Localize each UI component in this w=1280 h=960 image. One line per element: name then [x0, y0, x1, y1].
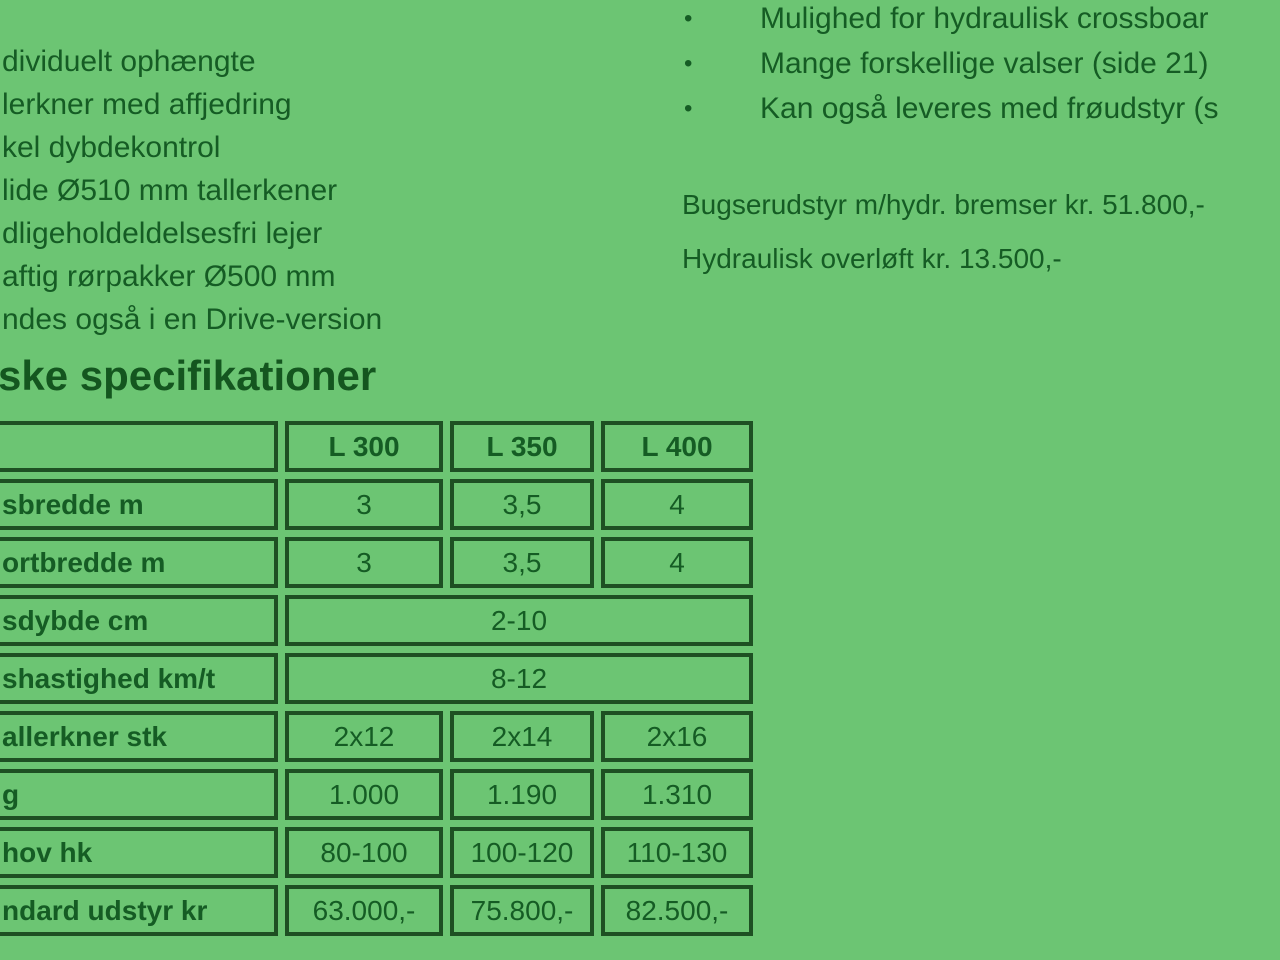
feature-item: lerkner med affjedring: [2, 88, 292, 121]
bullet-icon: •: [684, 94, 693, 122]
table-cell: 2x14: [450, 711, 594, 762]
table-header-l400: L 400: [601, 421, 753, 472]
feature-item-label: Mulighed for hydraulisk crossboar: [760, 1, 1209, 35]
feature-list-left: dividuelt ophængte lerkner med affjedrin…: [2, 40, 382, 341]
table-cell-merged: 8-12: [285, 653, 753, 704]
table-row-label: allerkner stk: [0, 711, 278, 762]
table-cell: 75.800,-: [450, 885, 594, 936]
pricing-line: Bugserudstyr m/hydr. bremser kr. 51.800,…: [682, 189, 1205, 220]
table-cell: 2x12: [285, 711, 443, 762]
table-cell: 3,5: [450, 479, 594, 530]
feature-item: • Mange forskellige valser (side 21): [684, 41, 1219, 86]
feature-item: • Mulighed for hydraulisk crossboar: [684, 0, 1219, 41]
feature-item: aftig rørpakker Ø500 mm: [2, 260, 336, 293]
feature-item: • Kan også leveres med frøudstyr (s: [684, 86, 1219, 131]
pricing-line: Hydraulisk overløft kr. 13.500,-: [682, 243, 1062, 274]
table-cell: 1.310: [601, 769, 753, 820]
pricing-block: Bugserudstyr m/hydr. bremser kr. 51.800,…: [682, 178, 1205, 286]
table-cell: 63.000,-: [285, 885, 443, 936]
table-row-label: ndard udstyr kr: [0, 885, 278, 936]
table-cell: 100-120: [450, 827, 594, 878]
bullet-icon: •: [684, 4, 693, 32]
table-header-empty: [0, 421, 278, 472]
feature-item: dligeholdeldelsesfri lejer: [2, 217, 323, 250]
specs-heading: ske specifikationer: [0, 352, 377, 399]
table-row-label: g: [0, 769, 278, 820]
feature-item: ndes også i en Drive-version: [2, 303, 383, 336]
specs-table: L 300 L 350 L 400 sbredde m 3 3,5 4 ortb…: [0, 421, 753, 936]
table-cell: 4: [601, 479, 753, 530]
feature-item-label: Mange forskellige valser (side 21): [760, 46, 1209, 80]
feature-list-right: • Mulighed for hydraulisk crossboar • Ma…: [684, 0, 1219, 131]
feature-item: kel dybdekontrol: [2, 131, 221, 164]
table-header-l350: L 350: [450, 421, 594, 472]
table-cell: 2x16: [601, 711, 753, 762]
table-cell: 3,5: [450, 537, 594, 588]
table-cell: 3: [285, 537, 443, 588]
table-cell: 82.500,-: [601, 885, 753, 936]
feature-item-label: Kan også leveres med frøudstyr (s: [760, 91, 1219, 125]
table-cell: 80-100: [285, 827, 443, 878]
table-cell: 4: [601, 537, 753, 588]
bullet-icon: •: [684, 49, 693, 77]
table-row-label: sbredde m: [0, 479, 278, 530]
table-cell: 1.190: [450, 769, 594, 820]
feature-item: lide Ø510 mm tallerkener: [2, 174, 338, 207]
table-row-label: shastighed km/t: [0, 653, 278, 704]
feature-item: dividuelt ophængte: [2, 45, 256, 78]
table-cell: 3: [285, 479, 443, 530]
table-row-label: hov hk: [0, 827, 278, 878]
table-row-label: ortbredde m: [0, 537, 278, 588]
table-cell-merged: 2-10: [285, 595, 753, 646]
table-cell: 110-130: [601, 827, 753, 878]
table-cell: 1.000: [285, 769, 443, 820]
table-row-label: sdybde cm: [0, 595, 278, 646]
table-header-l300: L 300: [285, 421, 443, 472]
